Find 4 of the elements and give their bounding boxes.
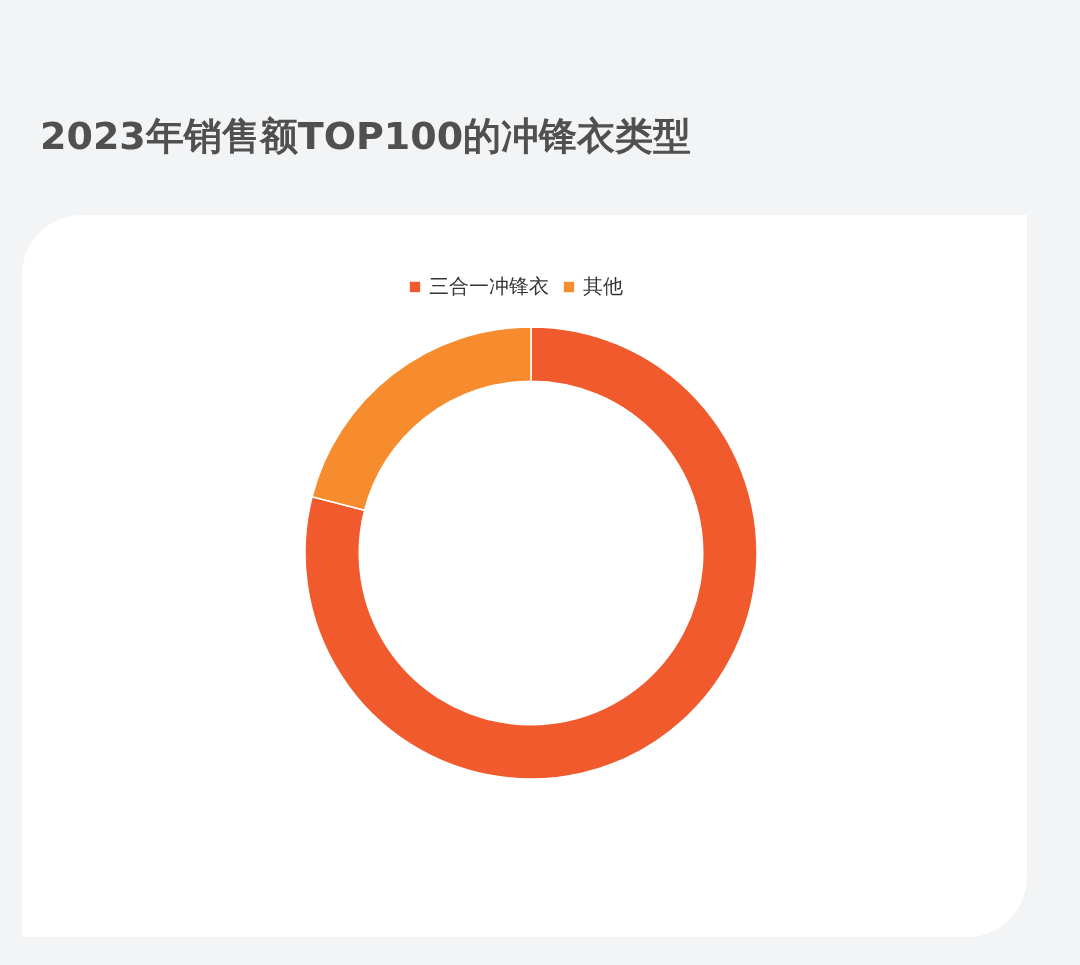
donut-slice: [304, 326, 758, 780]
legend-label: 三合一冲锋衣: [429, 274, 549, 298]
chart-title: 2023年销售额TOP100的冲锋衣类型: [40, 114, 692, 158]
legend-label: 其他: [583, 274, 623, 298]
